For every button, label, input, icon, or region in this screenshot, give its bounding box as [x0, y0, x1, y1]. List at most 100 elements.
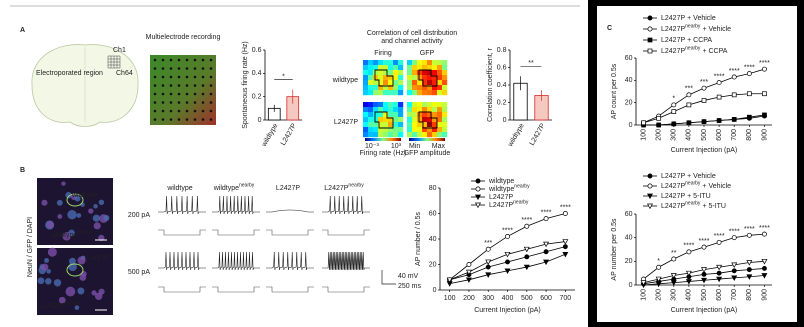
series-marker	[475, 202, 481, 209]
series-marker	[701, 271, 707, 277]
heatmap-cell	[383, 60, 389, 66]
series-marker	[475, 178, 481, 184]
heatmap-cell	[383, 90, 389, 96]
series-marker	[465, 277, 472, 283]
label-part: + CCPA	[687, 37, 712, 44]
superscript: nearby	[685, 46, 701, 52]
heatmap-cell	[383, 70, 389, 76]
trace-title: L2427Pnearby	[324, 183, 364, 192]
electrode	[193, 84, 197, 87]
electrode	[177, 118, 181, 121]
colorbar-tick: Max	[432, 143, 446, 150]
heatmap-cell	[383, 75, 389, 81]
label-part: L2427P	[661, 203, 685, 210]
x-tick-label: 200	[656, 129, 663, 141]
nucleus	[92, 214, 101, 222]
heatmap-outline	[418, 69, 438, 87]
x-tick-label: 300	[671, 289, 678, 301]
electrode	[185, 92, 189, 96]
heatmap-cell	[388, 127, 394, 133]
image-label: L2427Pnearby	[42, 301, 82, 310]
heatmap-cell	[412, 132, 418, 138]
x-axis-title: Current Injection (pA)	[671, 147, 738, 154]
series-marker	[761, 231, 767, 237]
series-marker	[475, 194, 481, 201]
heatmap-cell	[378, 85, 384, 91]
image-label: L2427P	[85, 255, 109, 262]
electrode	[177, 75, 181, 79]
series-marker	[731, 268, 737, 274]
heatmap-cell	[407, 107, 413, 113]
label-part: L2427P	[324, 185, 348, 192]
heatmap-cell	[393, 127, 399, 133]
electrode	[153, 75, 157, 79]
label-part: L2427P	[661, 183, 685, 190]
series-marker	[686, 92, 692, 98]
heatmap-cell	[442, 122, 448, 128]
heatmap-cell	[427, 80, 433, 86]
heatmap-cell	[432, 122, 438, 128]
series-marker	[686, 249, 692, 255]
series-marker	[485, 272, 492, 278]
label-part: L2427P	[489, 194, 513, 201]
heatmap-cell	[383, 65, 389, 71]
heatmap-cell	[398, 117, 404, 123]
voltage-trace	[158, 251, 206, 271]
electrode	[153, 118, 157, 121]
heatmap-cell	[407, 75, 413, 81]
heatmap-cell	[412, 122, 418, 128]
series-marker	[762, 112, 767, 118]
nucleus	[103, 214, 110, 221]
heatmap-outline	[374, 111, 394, 129]
series-marker	[562, 244, 568, 250]
heatmap-cell	[442, 107, 448, 113]
heatmap-cell	[363, 127, 369, 133]
series-marker	[685, 279, 692, 285]
heatmap-cell	[388, 112, 394, 118]
heatmap-cell	[393, 75, 399, 81]
x-tick-label: 700	[731, 289, 738, 301]
heatmap-cell	[417, 122, 423, 128]
heatmap-cell	[393, 107, 399, 113]
nucleus	[47, 247, 57, 257]
electrode	[201, 75, 205, 79]
x-tick-label: 500	[521, 295, 533, 302]
heatmap-cell	[432, 112, 438, 118]
electrode	[161, 118, 165, 121]
electrode	[201, 58, 205, 62]
heatmap-cell	[383, 127, 389, 133]
legend-label: L2427Pnearby	[489, 200, 529, 209]
electrode	[177, 84, 181, 87]
heatmap-cell	[378, 132, 384, 138]
nucleus	[57, 214, 63, 219]
x-tick-label: 700	[731, 129, 738, 141]
heatmap-cell	[363, 70, 369, 76]
electrode	[169, 67, 173, 70]
series-marker	[656, 122, 662, 128]
heatmap-cell	[378, 102, 384, 108]
voltage-trace	[266, 251, 314, 271]
heatmap-cell	[373, 85, 379, 91]
y-tick-label: 0.4	[252, 70, 262, 77]
series-marker	[647, 193, 653, 200]
heatmap-cell	[417, 70, 423, 76]
series-marker	[466, 262, 472, 267]
heatmap-cell	[378, 80, 384, 86]
series-marker	[647, 203, 653, 210]
electrode	[169, 109, 173, 113]
significance-label: ****	[714, 73, 725, 80]
label-part: L2427P	[661, 193, 685, 200]
electrode	[161, 109, 165, 113]
heatmap-cell	[437, 80, 443, 86]
electrode	[209, 101, 213, 104]
series-marker	[716, 270, 722, 276]
series-marker	[701, 267, 707, 273]
heatmap-cell	[363, 60, 369, 66]
electrode	[153, 101, 157, 104]
series-marker	[716, 118, 722, 123]
heatmap-cell	[407, 127, 413, 133]
series-marker	[641, 120, 646, 126]
nucleus	[91, 290, 97, 296]
y-tick-label: 60	[625, 211, 633, 218]
nucleus	[65, 286, 76, 297]
